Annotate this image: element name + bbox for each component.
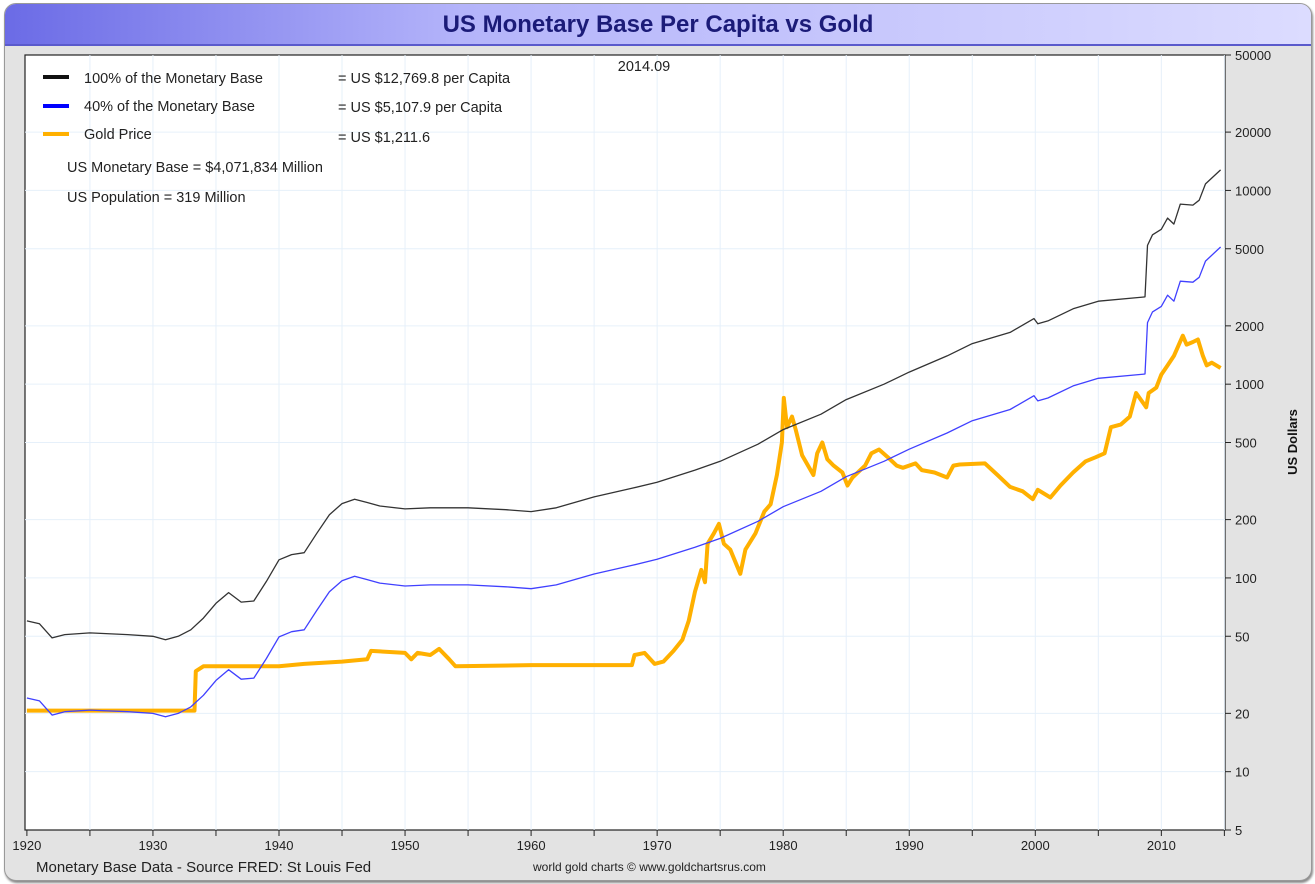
y-tick-label: 2000	[1235, 319, 1264, 334]
x-tick-label: 2010	[1147, 838, 1176, 853]
legend-swatch-blue	[43, 104, 69, 108]
series-line-gold-price	[26, 333, 1222, 713]
credit-note: world gold charts © www.goldchartsrus.co…	[532, 860, 766, 874]
note-monetary-base: US Monetary Base = $4,071,834 Million	[67, 160, 323, 176]
axes: 5 10 20 50 100 200 500 1000 2000 5000 10000 20000 50…	[12, 48, 1271, 853]
legend-swatch-gold	[43, 132, 69, 136]
series-lines	[26, 169, 1222, 718]
legend-value: = US $5,107.9 per Capita	[338, 100, 503, 116]
source-note: Monetary Base Data - Source FRED: St Lou…	[36, 859, 371, 876]
x-tick-label: 1980	[769, 838, 798, 853]
legend-value: = US $1,211.6	[338, 130, 430, 146]
x-tick-label: 1920	[12, 838, 41, 853]
y-tick-label: 20000	[1235, 125, 1271, 140]
y-tick-label: 10	[1235, 765, 1249, 780]
legend-label: Gold Price	[84, 127, 152, 143]
y-tick-label: 200	[1235, 513, 1257, 528]
y-tick-label: 5	[1235, 823, 1242, 838]
y-tick-label: 100	[1235, 571, 1257, 586]
x-tick-label: 1960	[517, 838, 546, 853]
date-label: 2014.09	[618, 59, 670, 75]
x-tick-label: 1940	[265, 838, 294, 853]
series-line-monetary-base-100	[26, 169, 1222, 641]
y-tick-label: 50000	[1235, 48, 1271, 63]
note-population: US Population = 319 Million	[67, 190, 246, 206]
y-tick-label: 10000	[1235, 183, 1271, 198]
legend: 100% of the Monetary Base = US $12,769.8…	[43, 71, 511, 206]
legend-label: 100% of the Monetary Base	[84, 71, 263, 87]
y-axis-label: US Dollars	[1285, 409, 1300, 475]
y-tick-label: 5000	[1235, 242, 1264, 257]
title-bar: US Monetary Base Per Capita vs Gold	[5, 4, 1311, 46]
legend-swatch-black	[43, 75, 69, 79]
grid	[25, 55, 1225, 830]
x-tick-label: 1930	[138, 838, 167, 853]
y-tick-label: 50	[1235, 629, 1249, 644]
x-tick-label: 2000	[1021, 838, 1050, 853]
legend-label: 40% of the Monetary Base	[84, 99, 255, 115]
x-tick-label: 1990	[895, 838, 924, 853]
legend-value: = US $12,769.8 per Capita	[338, 71, 511, 87]
chart-title: US Monetary Base Per Capita vs Gold	[442, 11, 874, 38]
x-tick-label: 1950	[391, 838, 420, 853]
y-tick-label: 20	[1235, 706, 1249, 721]
series-line-monetary-base-40	[26, 246, 1222, 718]
y-tick-label: 1000	[1235, 377, 1264, 392]
y-tick-label: 500	[1235, 436, 1257, 451]
x-tick-label: 1970	[643, 838, 672, 853]
